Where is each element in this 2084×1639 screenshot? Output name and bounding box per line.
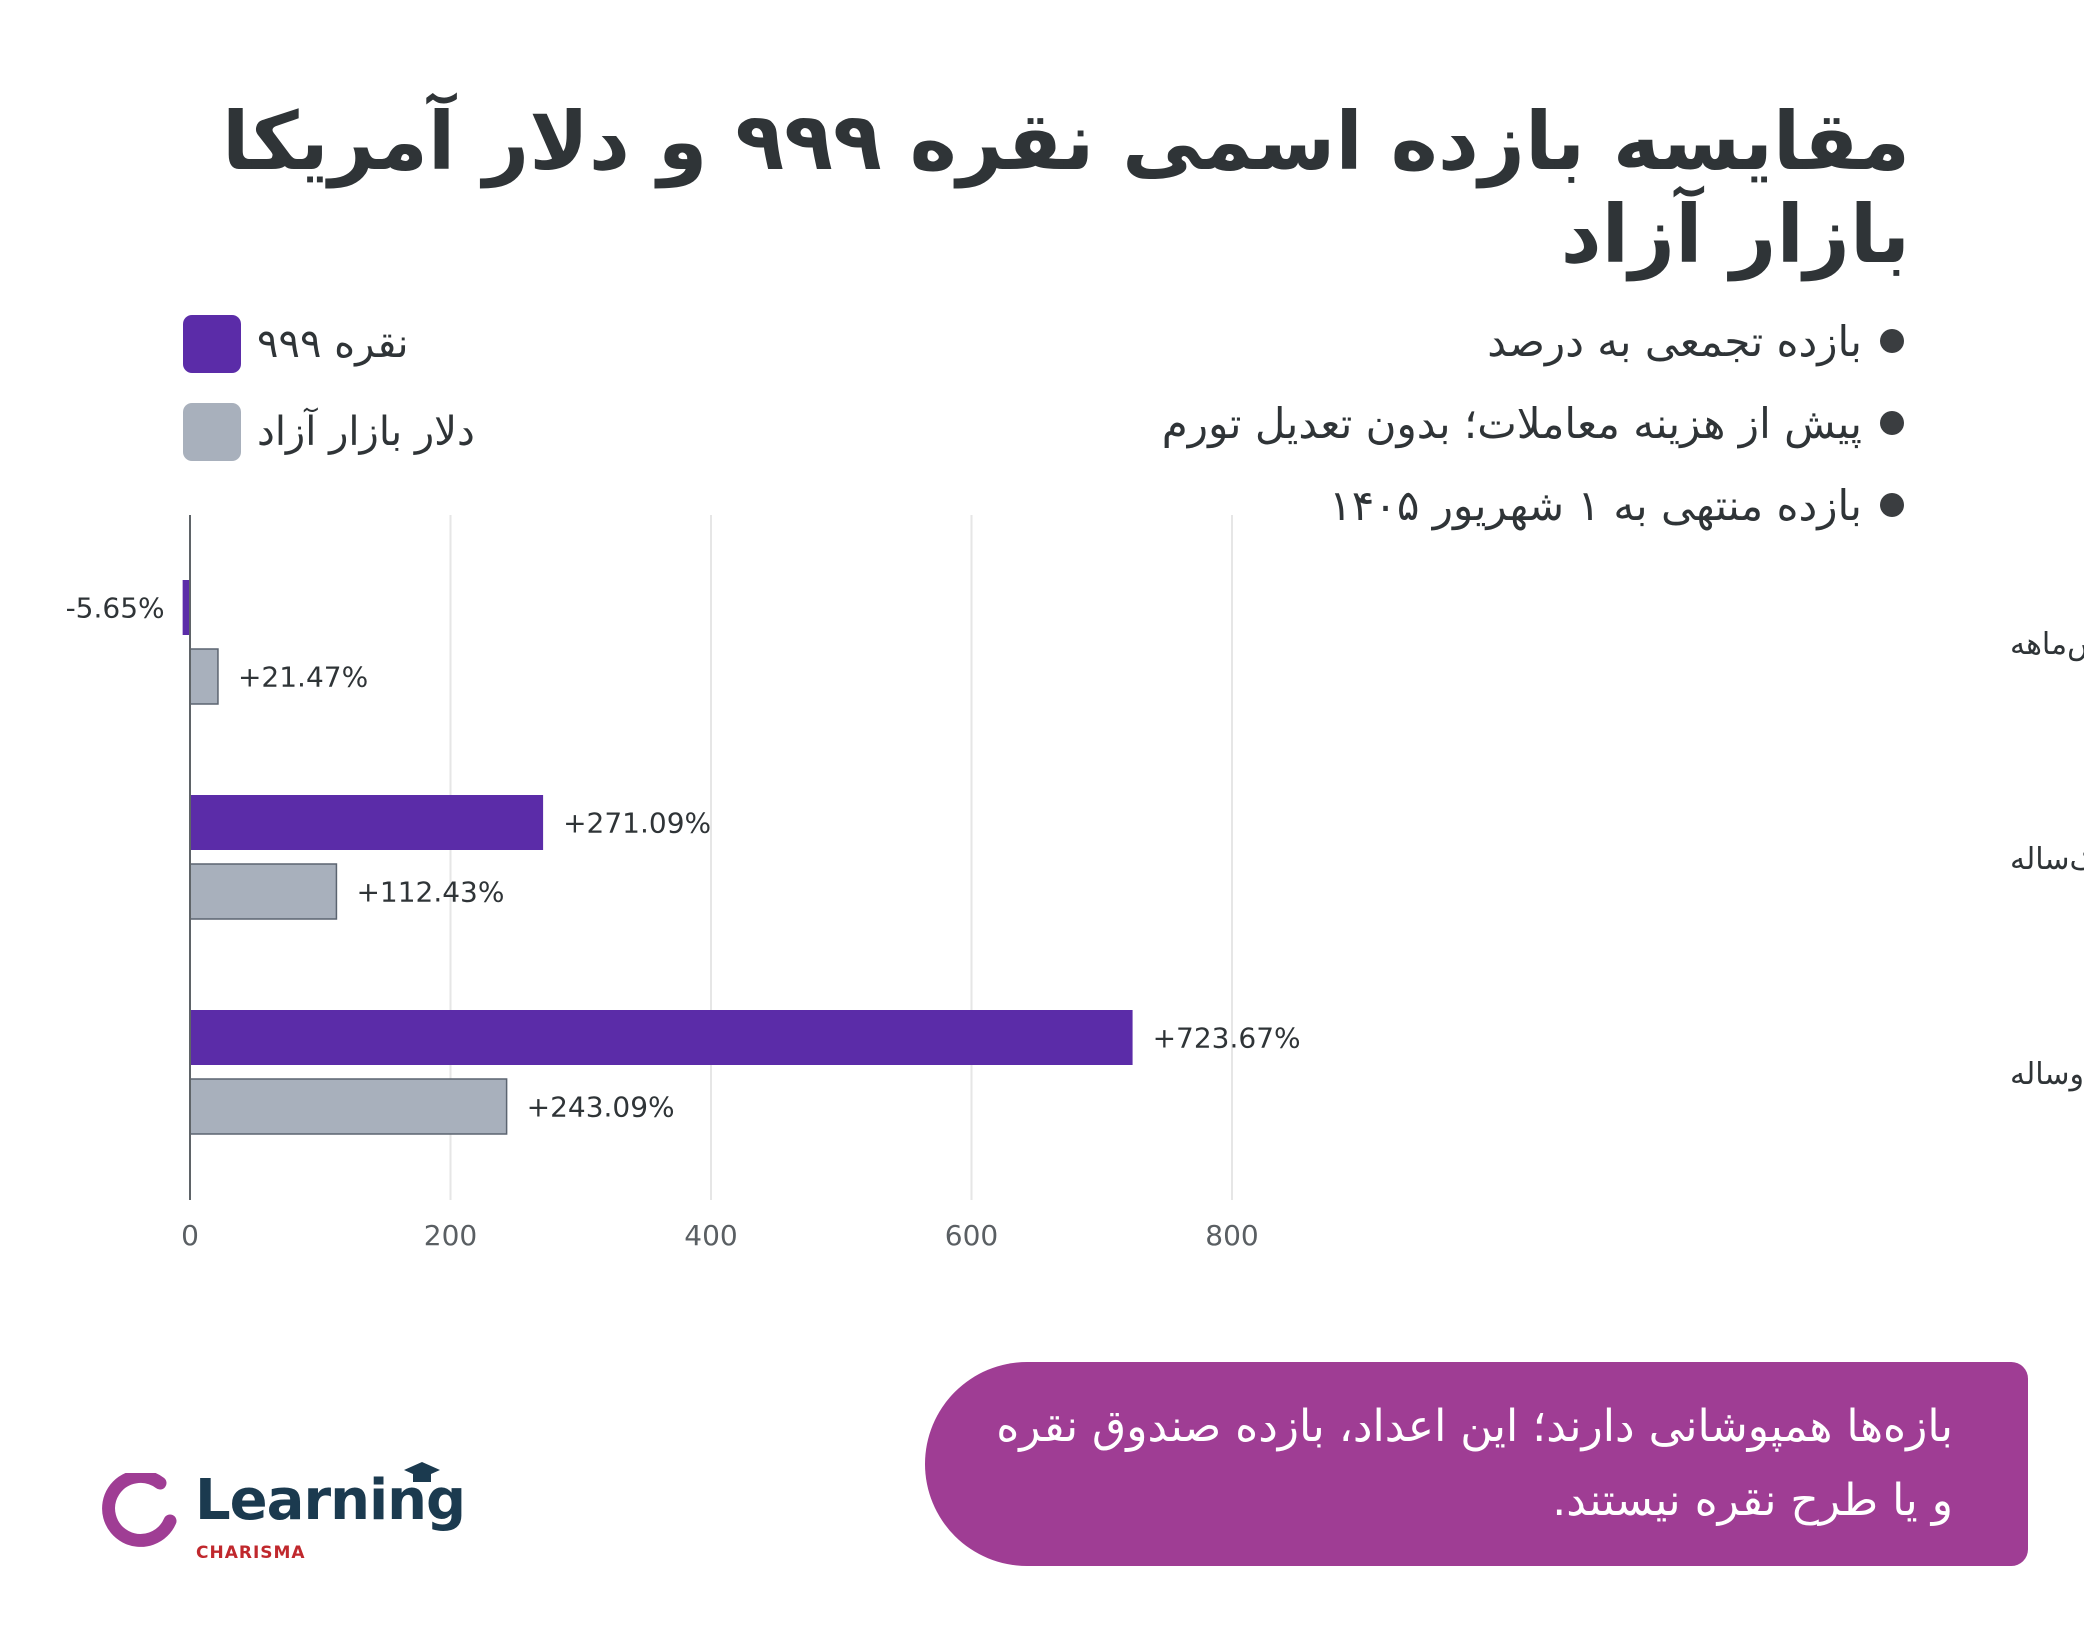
disclaimer-callout: بازه‌ها همپوشانی دارند؛ این اعداد، بازده… xyxy=(925,1362,2028,1566)
bar xyxy=(182,580,190,635)
chart-title: مقایسه بازده اسمی نقره ۹۹۹ و دلار آمریکا… xyxy=(222,95,1910,281)
data-label: +112.43% xyxy=(356,876,504,909)
data-label: +21.47% xyxy=(238,661,368,694)
legend-label-silver: نقره ۹۹۹ xyxy=(257,321,409,367)
bullet-icon xyxy=(1880,411,1904,435)
data-label: -5.65% xyxy=(66,592,165,625)
category-label: حدود شش‌ماهه xyxy=(2010,627,2084,662)
bullet-icon xyxy=(1880,493,1904,517)
note-text: بازده تجمعی به درصد xyxy=(1487,316,1862,366)
bar xyxy=(189,863,338,920)
note-item: بازده تجمعی به درصد xyxy=(1162,300,1904,382)
logo-subtitle: CHARISMA xyxy=(196,1543,306,1563)
x-tick-label: 0 xyxy=(181,1219,199,1252)
disclaimer-text: بازه‌ها همپوشانی دارند؛ این اعداد، بازده… xyxy=(996,1401,1953,1526)
note-text: پیش از هزینه معاملات؛ بدون تعدیل تورم xyxy=(1161,398,1862,448)
legend-swatch-dollar xyxy=(183,403,241,461)
data-label: +723.67% xyxy=(1153,1022,1301,1055)
note-item: پیش از هزینه معاملات؛ بدون تعدیل تورم xyxy=(1162,382,1904,464)
notes-list: بازده تجمعی به درصد پیش از هزینه معاملات… xyxy=(1162,300,1904,546)
data-label: +243.09% xyxy=(527,1091,675,1124)
x-tick-label: 200 xyxy=(424,1219,477,1252)
legend: نقره ۹۹۹ دلار بازار آزاد xyxy=(183,300,475,476)
bar-chart: 0 200 400 600 800 -5.65% +21.47% حدود شش‌ماهه +2… xyxy=(66,515,2084,1252)
bar xyxy=(190,1010,1133,1065)
x-tick-label: 800 xyxy=(1205,1219,1258,1252)
bar xyxy=(190,795,544,850)
bar xyxy=(189,1078,508,1135)
legend-label-dollar: دلار بازار آزاد xyxy=(257,409,475,455)
legend-item-silver: نقره ۹۹۹ xyxy=(183,300,475,388)
legend-swatch-silver xyxy=(183,315,241,373)
note-item: بازده منتهی به ۱ شهریور ۱۴۰۵ xyxy=(1162,464,1904,546)
category-label: یک‌ساله xyxy=(2010,842,2084,877)
bar xyxy=(189,648,219,705)
legend-item-dollar: دلار بازار آزاد xyxy=(183,388,475,476)
logo-ring-icon xyxy=(102,1473,177,1547)
category-label: حدود دوساله xyxy=(2010,1057,2084,1092)
data-label: +271.09% xyxy=(563,807,711,840)
graduation-cap-icon xyxy=(404,1462,440,1482)
x-tick-label: 400 xyxy=(684,1219,737,1252)
bullet-icon xyxy=(1880,329,1904,353)
note-text: بازده منتهی به ۱ شهریور ۱۴۰۵ xyxy=(1329,480,1862,530)
x-tick-label: 600 xyxy=(945,1219,998,1252)
